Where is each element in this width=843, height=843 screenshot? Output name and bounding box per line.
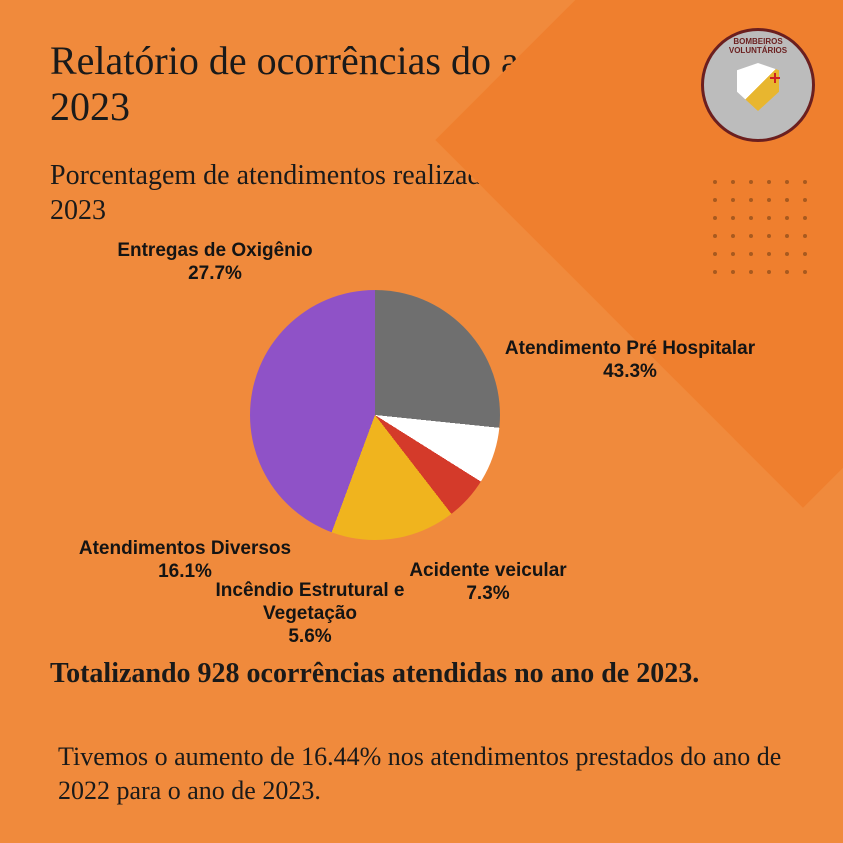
total-text: Totalizando 928 ocorrências atendidas no… [50,658,803,690]
slice-label-pct: 5.6% [190,626,430,649]
slice-label-pct: 27.7% [100,263,330,286]
slice-label-text: Atendimento Pré Hospitalar [505,338,755,359]
slice-label-text: Acidente veicular [409,560,566,581]
pie-slice-label: Incêndio Estrutural e Vegetação5.6% [190,580,430,648]
slice-label-text: Atendimentos Diversos [79,538,291,559]
slice-label-pct: 16.1% [70,561,300,584]
logo-top-text: BOMBEIROS VOLUNTÁRIOS [704,37,812,55]
slice-label-text: Entregas de Oxigênio [117,240,312,261]
slice-label-pct: 43.3% [500,361,760,384]
slice-label-text: Incêndio Estrutural e Vegetação [216,580,405,624]
increase-note: Tivemos o aumento de 16.44% nos atendime… [58,740,803,808]
pie-slice-label: Atendimentos Diversos16.1% [70,538,300,584]
logo-shield-icon [728,55,788,115]
logo-badge: BOMBEIROS VOLUNTÁRIOS [701,28,815,142]
pie-chart-area: Atendimento Pré Hospitalar43.3% Acidente … [0,240,843,640]
pie-slice-label: Entregas de Oxigênio27.7% [100,240,330,286]
pie-chart [250,290,500,540]
pie-slice-label: Atendimento Pré Hospitalar43.3% [500,338,760,384]
